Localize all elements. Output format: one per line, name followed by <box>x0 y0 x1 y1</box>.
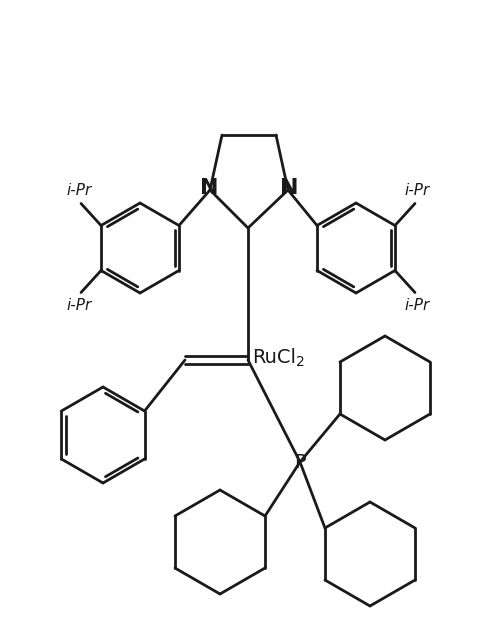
Text: i-Pr: i-Pr <box>404 298 430 313</box>
Text: N: N <box>280 178 298 198</box>
Text: i-Pr: i-Pr <box>66 298 92 313</box>
Text: P: P <box>294 452 306 472</box>
Text: i-Pr: i-Pr <box>404 183 430 198</box>
Text: N: N <box>200 178 218 198</box>
Text: i-Pr: i-Pr <box>66 183 92 198</box>
Text: 2: 2 <box>296 355 305 369</box>
Text: RuCl: RuCl <box>252 348 296 367</box>
